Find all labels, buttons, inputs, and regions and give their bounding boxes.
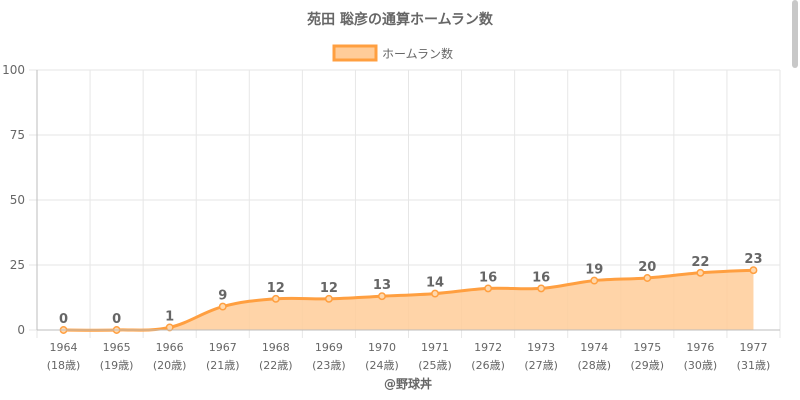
data-point <box>218 302 227 311</box>
x-tick-label: 1976 <box>686 341 714 354</box>
x-tick-label: 1971 <box>421 341 449 354</box>
x-tick-sublabel: (27歳) <box>524 359 558 372</box>
series-area <box>63 270 754 331</box>
data-label: 14 <box>426 276 444 291</box>
axis-layer: 02550751001964(18歳)1965(19歳)1966(20歳)196… <box>2 63 780 372</box>
x-tick-sublabel: (21歳) <box>206 359 240 372</box>
x-tick-label: 1973 <box>527 341 555 354</box>
data-label: 13 <box>373 278 391 293</box>
data-label: 12 <box>267 281 285 296</box>
data-point <box>165 323 174 332</box>
data-label: 12 <box>320 281 338 296</box>
data-label: 16 <box>532 270 550 285</box>
data-label: 22 <box>691 255 709 270</box>
x-tick-label: 1972 <box>474 341 502 354</box>
x-tick-sublabel: (28歳) <box>577 359 611 372</box>
x-tick-sublabel: (19歳) <box>100 359 134 372</box>
x-tick-label: 1970 <box>368 341 396 354</box>
x-tick-sublabel: (23歳) <box>312 359 346 372</box>
footer-credit: @野球丼 <box>384 376 432 391</box>
data-point <box>749 266 758 275</box>
data-point <box>324 294 333 303</box>
x-tick-label: 1965 <box>103 341 131 354</box>
legend: ホームラン数 <box>332 44 453 62</box>
x-tick-label: 1975 <box>633 341 661 354</box>
data-point <box>643 274 652 282</box>
y-tick-label: 0 <box>17 323 25 337</box>
data-point <box>484 284 493 293</box>
x-tick-sublabel: (25歳) <box>418 359 452 372</box>
x-tick-sublabel: (18歳) <box>47 359 81 372</box>
x-tick-sublabel: (31歳) <box>737 359 771 372</box>
data-point <box>590 276 599 285</box>
x-tick-label: 1969 <box>315 341 343 354</box>
x-tick-label: 1964 <box>50 341 78 354</box>
data-label: 23 <box>744 252 762 267</box>
x-tick-sublabel: (20歳) <box>153 359 187 372</box>
x-tick-sublabel: (26歳) <box>471 359 505 372</box>
series-line <box>62 268 755 332</box>
data-label: 1 <box>165 309 174 324</box>
y-tick-label: 75 <box>10 128 25 142</box>
x-tick-label: 1977 <box>739 341 767 354</box>
data-label: 9 <box>218 289 227 304</box>
x-tick-sublabel: (22歳) <box>259 359 293 372</box>
x-tick-label: 1968 <box>262 341 290 354</box>
data-point <box>431 289 439 298</box>
data-label: 16 <box>479 270 497 285</box>
legend-swatch <box>332 44 378 62</box>
x-tick-sublabel: (24歳) <box>365 359 399 372</box>
data-label: 0 <box>112 312 121 327</box>
x-tick-label: 1974 <box>580 341 608 354</box>
data-label: 20 <box>638 260 656 275</box>
y-tick-label: 25 <box>10 258 25 272</box>
scrollbar-thumb[interactable] <box>792 0 798 68</box>
data-label: 0 <box>59 312 68 327</box>
data-label: 19 <box>585 263 603 278</box>
legend-label: ホームラン数 <box>382 46 453 61</box>
data-point <box>696 268 705 277</box>
y-tick-label: 100 <box>2 63 25 77</box>
x-tick-label: 1967 <box>209 341 237 354</box>
x-tick-label: 1966 <box>156 341 184 354</box>
data-point <box>378 292 386 301</box>
y-tick-label: 50 <box>10 193 25 207</box>
x-tick-sublabel: (30歳) <box>684 359 718 372</box>
chart-title: 苑田 聡彦の通算ホームラン数 <box>306 11 494 28</box>
area-layer <box>62 268 755 332</box>
data-point <box>537 284 546 293</box>
x-tick-sublabel: (29歳) <box>631 359 665 372</box>
data-point <box>271 294 280 303</box>
